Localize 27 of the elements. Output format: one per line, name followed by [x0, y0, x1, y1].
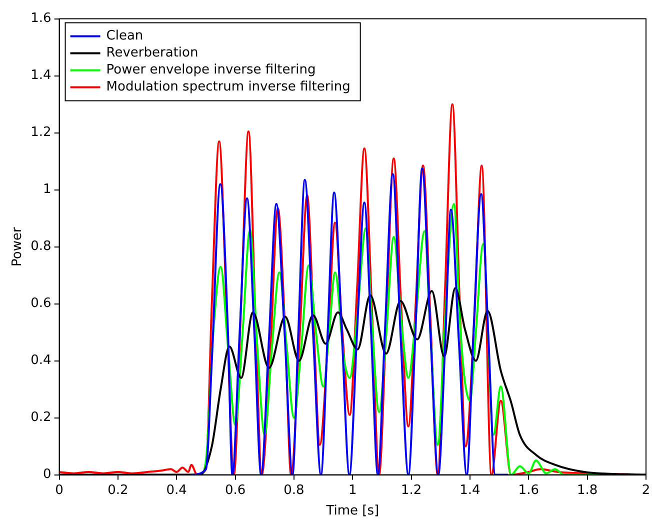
legend-label: Reverberation	[106, 46, 198, 61]
legend-label: Power envelope inverse filtering	[106, 62, 316, 78]
x-tick-label: 0.8	[284, 482, 304, 498]
y-tick-label: 1.6	[30, 11, 52, 26]
legend-label: Modulation spectrum inverse filtering	[106, 80, 350, 95]
x-tick-label: 0.4	[166, 482, 187, 498]
y-axis-title: Power	[10, 226, 26, 266]
y-tick-label: 1.4	[30, 68, 52, 84]
x-tick-label: 0.2	[108, 482, 128, 498]
y-tick-label: 0.4	[30, 353, 52, 368]
legend-label: Clean	[106, 28, 144, 44]
x-tick-label: 1.2	[400, 482, 422, 498]
line-series	[190, 167, 510, 475]
y-tick-label: 0.2	[30, 410, 52, 426]
y-tick-label: 0	[42, 467, 52, 482]
y-tick-label: 1.2	[30, 125, 52, 140]
x-tick-label: 1.6	[518, 482, 539, 498]
x-tick-label: 2	[642, 482, 650, 498]
x-tick-label: 0	[55, 482, 64, 498]
y-tick-label: 1	[42, 182, 52, 198]
x-tick-label: 0.6	[224, 482, 246, 498]
x-tick-label: 1.8	[576, 482, 598, 498]
x-axis-title: Time [s]	[325, 504, 380, 519]
x-tick-label: 1.4	[460, 482, 480, 498]
x-tick-label: 1	[348, 482, 357, 498]
y-tick-label: 0.6	[30, 296, 52, 312]
y-tick-label: 0.8	[30, 239, 52, 254]
